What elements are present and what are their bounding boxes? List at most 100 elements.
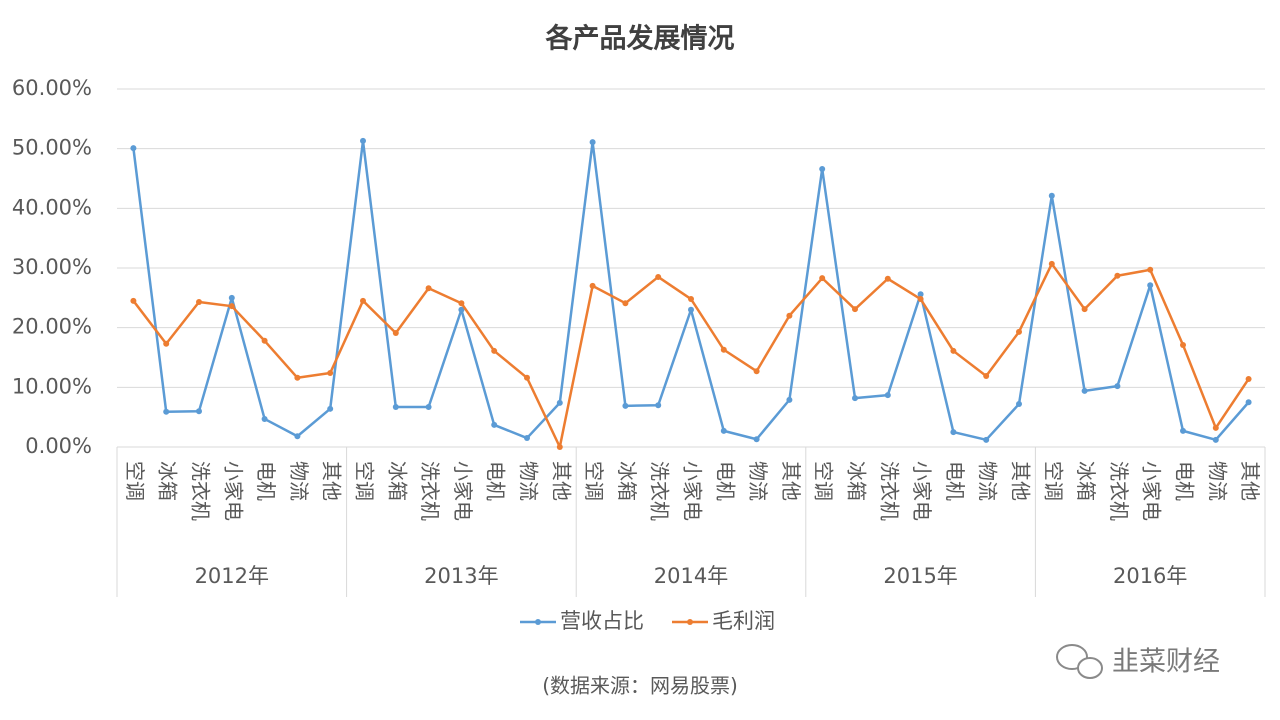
data-point: [1147, 282, 1154, 289]
data-point: [1114, 272, 1121, 279]
series-line: [132, 139, 1250, 442]
data-point: [491, 347, 498, 354]
x-tick-label: 空调: [582, 461, 606, 501]
data-point: [917, 296, 924, 303]
group-label: 2013年: [424, 564, 498, 588]
x-tick-label: 电机: [254, 461, 278, 501]
x-tick-label: 冰箱: [156, 461, 180, 501]
y-tick-label: 50.00%: [12, 136, 92, 160]
x-tick-label: 冰箱: [1074, 461, 1098, 501]
data-point: [852, 306, 858, 313]
y-tick-label: 10.00%: [12, 374, 92, 398]
watermark-icon: [1056, 644, 1103, 679]
x-tick-label: 空调: [123, 461, 147, 501]
data-point: [819, 275, 826, 282]
watermark: 韭菜财经: [1112, 647, 1220, 678]
x-tick-label: 小家电: [221, 461, 245, 521]
x-tick-label: 其他: [549, 461, 573, 501]
data-point: [524, 435, 530, 442]
data-point: [1081, 306, 1088, 313]
data-point: [1081, 387, 1088, 394]
data-point: [983, 372, 990, 379]
data-point: [655, 402, 662, 409]
data-point: [1180, 341, 1186, 348]
x-tick-label: 其他: [1238, 461, 1262, 501]
data-point: [819, 165, 826, 172]
data-point: [950, 347, 957, 354]
data-point: [458, 300, 465, 307]
data-point: [360, 297, 366, 304]
x-tick-label: 冰箱: [385, 461, 409, 501]
chart-title: 各产品发展情况: [545, 23, 735, 55]
group-label: 2015年: [883, 564, 957, 588]
data-point: [425, 404, 432, 411]
series-line: [132, 262, 1250, 449]
data-point: [392, 404, 399, 411]
x-tick-label: 其他: [1009, 461, 1033, 501]
y-tick-label: 30.00%: [12, 255, 92, 279]
y-tick-label: 40.00%: [12, 195, 92, 219]
data-point: [688, 306, 694, 313]
x-tick-label: 电机: [713, 461, 737, 501]
data-point: [786, 396, 793, 403]
data-point: [261, 337, 268, 344]
x-tick-label: 洗衣机: [418, 461, 442, 521]
data-point: [491, 421, 498, 428]
x-tick-label: 电机: [943, 461, 967, 501]
x-tick-label: 空调: [353, 461, 377, 501]
data-point: [852, 395, 858, 402]
data-point: [1114, 383, 1121, 390]
data-point: [228, 303, 235, 310]
legend-label: 毛利润: [712, 609, 775, 633]
group-label: 2012年: [195, 564, 269, 588]
data-point: [950, 429, 957, 436]
data-point: [753, 436, 760, 443]
x-tick-label: 小家电: [451, 461, 475, 521]
data-point: [294, 374, 301, 381]
x-tick-label: 电机: [484, 461, 508, 501]
x-tick-label: 物流: [287, 461, 311, 501]
data-point: [327, 370, 334, 377]
data-point: [884, 392, 891, 399]
data-point: [589, 139, 596, 146]
data-point: [688, 296, 694, 303]
x-tick-label: 电机: [1173, 461, 1197, 501]
data-point: [1212, 424, 1219, 431]
x-tick-label: 洗衣机: [189, 461, 213, 521]
legend-key-marker: [535, 619, 541, 625]
x-tick-label: 小家电: [1140, 461, 1164, 521]
data-point: [228, 294, 235, 301]
data-point: [1245, 375, 1252, 382]
data-point: [655, 273, 662, 280]
data-point: [1016, 328, 1022, 335]
y-tick-label: 0.00%: [25, 434, 92, 458]
y-tick-label: 20.00%: [12, 315, 92, 339]
x-tick-label: 洗衣机: [648, 461, 672, 521]
y-tick-label: 60.00%: [12, 76, 92, 100]
source-note: (数据来源：网易股票): [542, 674, 738, 698]
data-point: [622, 402, 629, 409]
data-point: [425, 285, 432, 292]
data-point: [556, 444, 563, 450]
data-point: [458, 306, 465, 313]
data-point: [294, 433, 301, 440]
data-point: [1048, 260, 1055, 267]
data-point: [1016, 401, 1022, 408]
data-point: [786, 312, 793, 319]
x-tick-label: 空调: [812, 461, 836, 501]
data-point: [130, 297, 137, 304]
legend-key-marker: [687, 619, 693, 625]
data-point: [720, 346, 727, 353]
data-point: [753, 368, 760, 375]
data-point: [1212, 436, 1219, 443]
data-point: [1048, 192, 1055, 199]
data-point: [196, 299, 202, 306]
data-point: [1147, 266, 1154, 273]
x-tick-label: 物流: [976, 461, 1000, 501]
x-tick-label: 洗衣机: [877, 461, 901, 521]
data-point: [983, 436, 990, 443]
group-label: 2014年: [654, 564, 728, 588]
x-tick-label: 其他: [320, 461, 344, 501]
group-label: 2016年: [1113, 564, 1187, 588]
